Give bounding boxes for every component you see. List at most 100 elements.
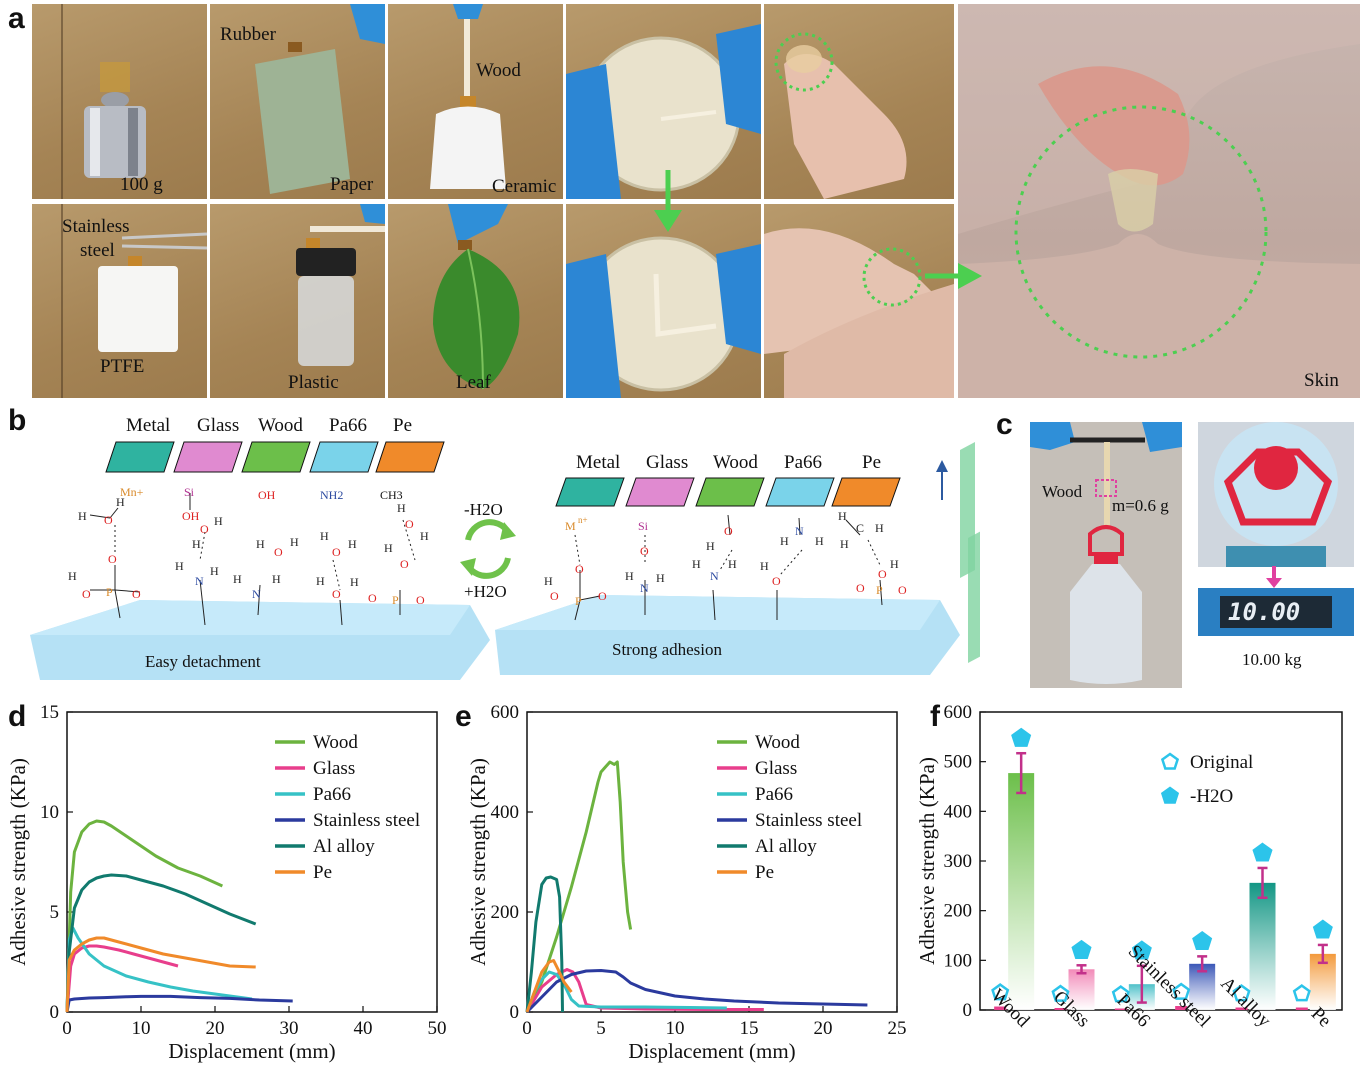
svg-text:H: H	[116, 495, 125, 509]
photo-stainless-ptfe: Stainless steel PTFE	[32, 204, 207, 398]
legend-label: Pe	[313, 862, 332, 883]
leaf-illustration	[433, 204, 520, 390]
scale-reading: 10.00	[1228, 598, 1301, 626]
legend-label: Stainless steel	[313, 810, 420, 831]
surface-label-metal-right: Metal	[576, 452, 621, 473]
photo-leaf: Leaf	[388, 204, 563, 398]
series-line-stainless-steel	[65, 994, 293, 1013]
legend-label: Pa66	[313, 784, 351, 805]
series-line-glass	[525, 968, 764, 1013]
lap-shear-diagram	[936, 442, 980, 663]
svg-text:H: H	[706, 539, 715, 553]
y-tick-label: 0	[50, 1002, 60, 1023]
svg-text:H: H	[692, 557, 701, 571]
y-tick-label: 0	[963, 1000, 973, 1021]
surface-label-metal-left: Metal	[126, 415, 171, 436]
caption-stainless: Stainless	[62, 216, 130, 237]
svg-text:H: H	[838, 509, 847, 523]
ceramic-illustration	[430, 4, 506, 189]
photo-petri-dish-1	[566, 4, 761, 199]
panel-letter-a: a	[8, 2, 25, 35]
legend-label: Wood	[755, 732, 800, 753]
x-tick-label: 10	[132, 1018, 151, 1039]
caption-10kg: 10.00 kg	[1242, 650, 1302, 669]
legend-label: Glass	[755, 758, 797, 779]
svg-text:H: H	[256, 537, 265, 551]
caption-plastic: Plastic	[288, 372, 339, 393]
series-line-wood	[65, 819, 224, 1013]
y-tick-label: 0	[510, 1002, 520, 1023]
svg-text:H: H	[656, 571, 665, 585]
legend-label-original: Original	[1190, 752, 1253, 773]
svg-text:O: O	[368, 591, 377, 605]
svg-text:H: H	[815, 534, 824, 548]
svg-text:H: H	[210, 564, 219, 578]
caption-easy-detachment: Easy detachment	[145, 652, 261, 671]
label-wood-c: Wood	[1042, 482, 1083, 501]
svg-text:O: O	[878, 567, 887, 581]
marker-minus-h2o	[1011, 727, 1032, 747]
svg-text:n+: n+	[578, 515, 588, 525]
svg-text:O: O	[772, 574, 781, 588]
photo-wood-ceramic: Wood Ceramic	[388, 4, 563, 199]
bar-original	[1054, 1008, 1067, 1010]
surface-plate-right-2	[695, 477, 765, 507]
svg-text:N: N	[795, 524, 804, 538]
label-oh: OH	[258, 488, 276, 502]
ptfe-illustration	[61, 204, 207, 398]
svg-text:H: H	[290, 535, 299, 549]
panel-letter-b: b	[8, 404, 27, 437]
svg-text:O: O	[82, 587, 91, 601]
label-si: Si	[184, 485, 195, 499]
marker-original	[1292, 984, 1311, 1002]
label-minus-h2o: -H2O	[464, 500, 503, 519]
svg-text:H: H	[625, 569, 634, 583]
y-axis-label: Adhesive strength (KPa)	[915, 757, 939, 965]
x-tick-label: 20	[814, 1018, 833, 1039]
bar-minus-h2o	[1249, 882, 1276, 1010]
surface-plate-left-3	[309, 441, 379, 473]
surface-plate-left-4	[375, 441, 445, 473]
label-metal-ion: Mn+	[120, 485, 144, 499]
y-tick-label: 200	[944, 901, 973, 922]
legend-label: Al alloy	[313, 836, 375, 857]
series-line-pa66	[525, 970, 727, 1013]
svg-text:O: O	[856, 581, 865, 595]
svg-text:H: H	[272, 572, 281, 586]
surface-plate-right-0	[555, 477, 625, 507]
photo-plastic: Plastic	[210, 204, 385, 398]
bar-minus-h2o	[1008, 773, 1035, 1010]
surface-plate-right-4	[831, 477, 901, 507]
marker-original	[1051, 984, 1070, 1002]
caption-wood: Wood	[476, 60, 521, 81]
marker-original	[1111, 985, 1130, 1003]
svg-text:H: H	[384, 541, 393, 555]
chart-d: 0 10 20 30 40 50 0 5 10 15 Displacement (mm) Adhesi…	[6, 702, 447, 1063]
x-tick-label: 5	[596, 1018, 606, 1039]
svg-text:O: O	[724, 524, 733, 538]
green-arrows	[654, 170, 982, 289]
surface-label-wood-right: Wood	[713, 452, 758, 473]
y-tick-label: 100	[944, 950, 973, 971]
surface-label-pa66-right: Pa66	[784, 452, 822, 473]
bar-original	[1295, 1007, 1308, 1010]
svg-text:H: H	[544, 574, 553, 588]
svg-text:H: H	[316, 574, 325, 588]
panel-letter-d: d	[8, 700, 27, 733]
legend-label: Pa66	[755, 784, 793, 805]
y-tick-label: 500	[944, 752, 973, 773]
svg-text:N: N	[252, 587, 261, 601]
svg-text:O: O	[400, 557, 409, 571]
bar-original	[994, 1006, 1007, 1010]
svg-text:H: H	[780, 534, 789, 548]
photo-skin-closeup: Skin	[958, 4, 1360, 398]
series-line-glass	[65, 944, 179, 1013]
legend-label: Al alloy	[755, 836, 817, 857]
caption-rubber: Rubber	[220, 24, 276, 45]
svg-text:P: P	[392, 593, 399, 607]
caption-100g: 100 g	[120, 174, 163, 195]
svg-text:M: M	[565, 519, 576, 533]
legend-marker-original	[1160, 752, 1180, 770]
svg-text:H: H	[233, 572, 242, 586]
